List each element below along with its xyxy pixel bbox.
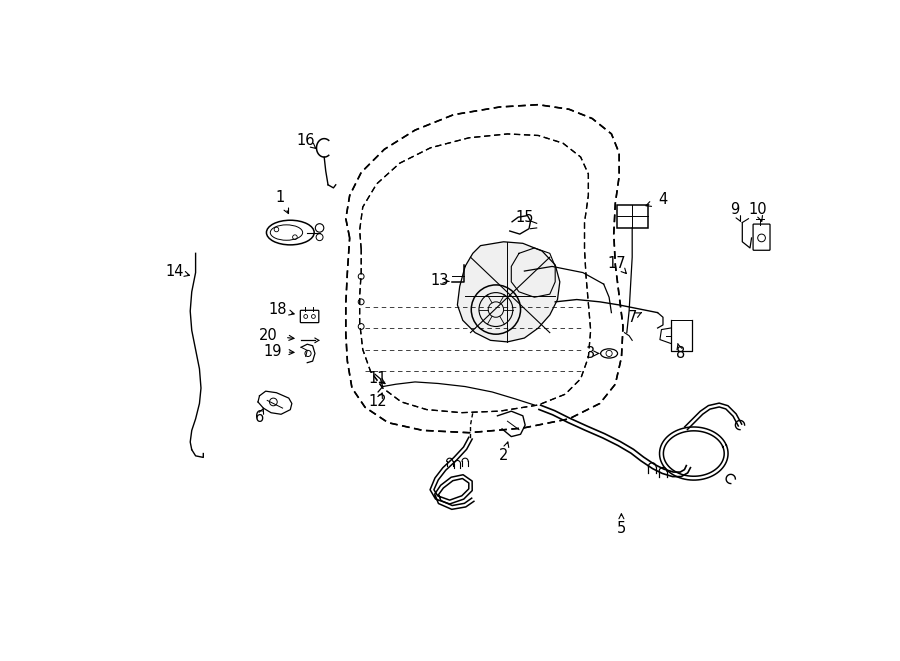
Text: 14: 14 bbox=[166, 264, 184, 278]
Text: 19: 19 bbox=[264, 344, 282, 359]
Text: 1: 1 bbox=[275, 190, 285, 205]
Text: 12: 12 bbox=[369, 395, 387, 409]
Text: 11: 11 bbox=[369, 371, 387, 386]
Text: 8: 8 bbox=[676, 346, 685, 361]
Text: 16: 16 bbox=[296, 133, 315, 147]
Text: 10: 10 bbox=[749, 202, 767, 217]
Text: 2: 2 bbox=[499, 448, 508, 463]
Polygon shape bbox=[457, 242, 560, 342]
Bar bbox=[616, 205, 648, 228]
Text: 18: 18 bbox=[269, 302, 287, 317]
Text: 5: 5 bbox=[616, 521, 626, 535]
Text: 20: 20 bbox=[259, 329, 278, 343]
Text: 15: 15 bbox=[515, 210, 534, 225]
Text: 3: 3 bbox=[586, 346, 595, 361]
Text: 6: 6 bbox=[255, 410, 264, 425]
Text: 4: 4 bbox=[659, 192, 668, 207]
Text: 7: 7 bbox=[627, 310, 637, 325]
Text: 13: 13 bbox=[430, 273, 449, 288]
Text: 9: 9 bbox=[730, 202, 739, 217]
Text: 17: 17 bbox=[608, 256, 626, 271]
